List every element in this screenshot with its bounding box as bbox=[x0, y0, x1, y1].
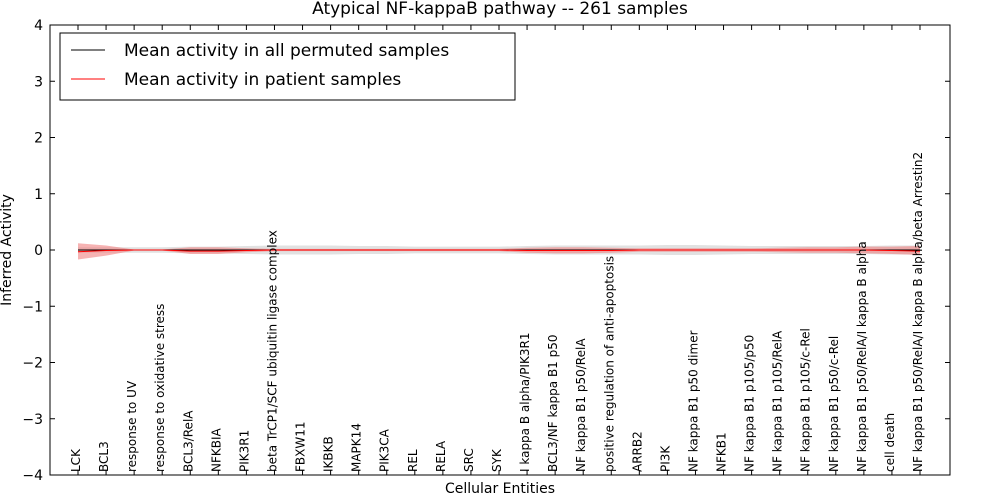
series-lines bbox=[77, 249, 921, 253]
category-label: NFKB1 bbox=[715, 432, 729, 472]
category-label: NF kappa B1 p105/RelA bbox=[771, 330, 785, 472]
category-label: SYK bbox=[490, 448, 504, 472]
category-label: BCL3 bbox=[97, 441, 111, 472]
y-tick-label: −4 bbox=[22, 468, 43, 484]
y-tick-label: 0 bbox=[34, 243, 43, 259]
category-label: SRC bbox=[462, 448, 476, 472]
y-tick-label: 3 bbox=[34, 74, 43, 90]
category-label: IKBKB bbox=[322, 436, 336, 472]
category-label: PI3K bbox=[658, 445, 672, 472]
legend-label-permuted: Mean activity in all permuted samples bbox=[124, 41, 449, 61]
category-label: BCL3/RelA bbox=[181, 410, 195, 472]
legend-label-patient: Mean activity in patient samples bbox=[124, 70, 401, 90]
category-labels: LCK BCL3 response to UV response to oxidati… bbox=[69, 152, 925, 472]
category-label: response to UV bbox=[125, 380, 139, 472]
category-label: RELA bbox=[434, 440, 448, 472]
y-tick-label: 1 bbox=[34, 187, 43, 203]
band-series-1 bbox=[78, 243, 920, 260]
category-label: PIK3R1 bbox=[237, 430, 251, 472]
y-axis-ticks: −4 −3 −2 −1 0 1 2 3 4 bbox=[22, 18, 950, 484]
category-label: I kappa B alpha/PIK3R1 bbox=[518, 333, 532, 472]
x-axis-ticks bbox=[77, 25, 921, 475]
y-tick-label: 4 bbox=[34, 18, 43, 34]
category-label: NF kappa B1 p50/RelA bbox=[574, 338, 588, 472]
category-label: ARRB2 bbox=[630, 431, 644, 472]
y-tick-label: −2 bbox=[22, 356, 43, 372]
category-label: response to oxidative stress bbox=[153, 304, 167, 472]
category-label: beta TrCP1/SCF ubiquitin ligase complex bbox=[265, 230, 279, 472]
category-label: MAPK14 bbox=[350, 423, 364, 472]
category-label: NFKBIA bbox=[209, 427, 223, 472]
y-tick-label: 2 bbox=[34, 131, 43, 147]
chart-title: Atypical NF-kappaB pathway -- 261 sample… bbox=[312, 0, 688, 19]
category-label: NF kappa B1 p50/c-Rel bbox=[827, 336, 841, 472]
category-label: positive regulation of anti-apoptosis bbox=[602, 256, 616, 472]
category-label: NF kappa B1 p50 dimer bbox=[686, 330, 700, 472]
y-tick-label: −3 bbox=[22, 412, 43, 428]
y-tick-label: −1 bbox=[22, 299, 43, 315]
category-label: NF kappa B1 p50/RelA/I kappa B alpha bbox=[855, 241, 869, 472]
x-axis-title: Cellular Entities bbox=[445, 481, 555, 497]
legend: Mean activity in all permuted samples Me… bbox=[59, 32, 516, 101]
category-label: NF kappa B1 p50/RelA/I kappa B alpha/bet… bbox=[911, 152, 925, 472]
category-label: BCL3/NF kappa B1 p50 bbox=[546, 334, 560, 472]
category-label: NF kappa B1 p105/c-Rel bbox=[799, 328, 813, 472]
category-label: REL bbox=[406, 449, 420, 472]
category-label: NF kappa B1 p105/p50 bbox=[743, 335, 757, 472]
line-series-1 bbox=[77, 249, 921, 253]
category-label: LCK bbox=[69, 448, 83, 472]
y-axis-title: Inferred Activity bbox=[0, 194, 15, 306]
category-label: PIK3CA bbox=[378, 428, 392, 472]
category-label: cell death bbox=[883, 413, 897, 472]
legend-box bbox=[59, 32, 516, 101]
category-label: FBXW11 bbox=[294, 422, 308, 473]
